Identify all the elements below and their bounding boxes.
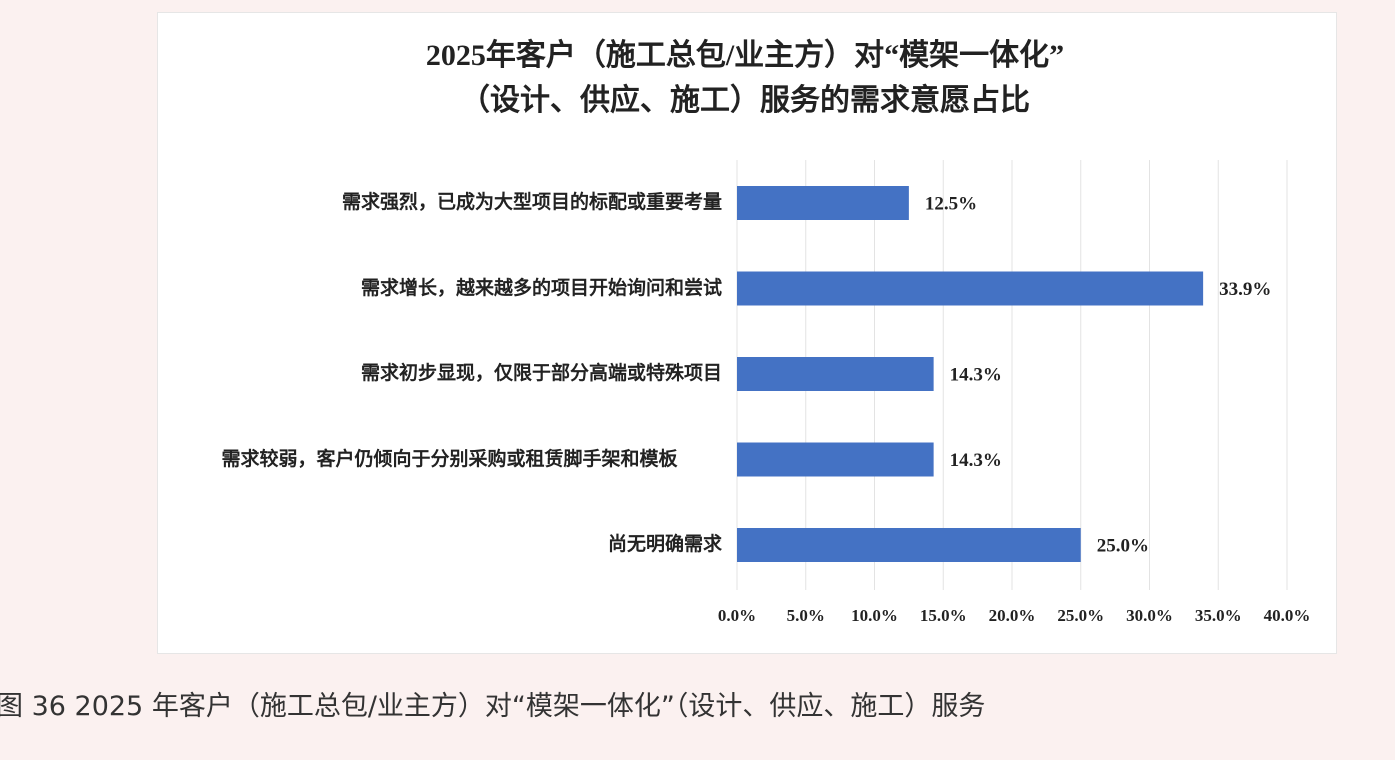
chart-title: 2025年客户（施工总包/业主方）对“模架一体化”: [426, 38, 1064, 72]
x-tick-label: 5.0%: [787, 606, 825, 625]
x-tick-label: 10.0%: [851, 606, 898, 625]
bar: [737, 271, 1204, 306]
x-tick-label: 25.0%: [1057, 606, 1104, 625]
x-tick-label: 15.0%: [920, 606, 967, 625]
value-label: 14.3%: [950, 450, 1002, 471]
bar: [737, 357, 934, 391]
y-tick-label: 尚无明确需求: [607, 534, 722, 555]
caption: 图 36 2025 年客户（施工总包/业主方）对“模架一体化”（设计、供应、施工…: [0, 691, 986, 722]
y-tick-label: 需求强烈，已成为大型项目的标配或重要考量: [341, 192, 722, 213]
x-tick-label: 0.0%: [718, 606, 756, 625]
chart-subtitle: （设计、供应、施工）服务的需求意愿占比: [460, 83, 1030, 117]
value-label: 12.5%: [925, 193, 977, 214]
y-tick-label: 需求增长，越来越多的项目开始询问和尝试: [360, 277, 722, 299]
bar: [737, 528, 1081, 562]
x-tick-label: 35.0%: [1195, 606, 1242, 625]
x-tick-label: 20.0%: [989, 606, 1036, 625]
bar: [737, 186, 909, 220]
value-label: 14.3%: [950, 364, 1002, 385]
y-tick-label: 需求较弱，客户仍倾向于分别采购或租赁脚手架和模板: [221, 448, 678, 470]
value-label: 25.0%: [1097, 535, 1149, 556]
x-tick-label: 40.0%: [1264, 606, 1311, 625]
bar: [737, 442, 934, 477]
value-label: 33.9%: [1219, 279, 1271, 300]
y-tick-label: 需求初步显现，仅限于部分高端或特殊项目: [360, 363, 722, 384]
x-tick-label: 30.0%: [1126, 606, 1173, 625]
